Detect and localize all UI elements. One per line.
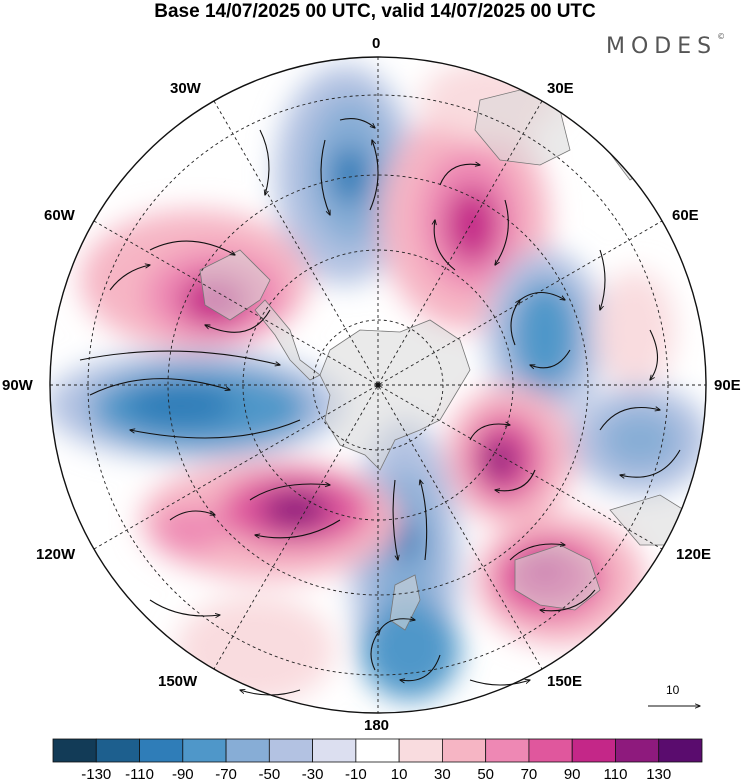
colorbar-swatch <box>571 738 616 763</box>
colorbar-swatch <box>398 738 443 763</box>
colorbar-tick-label: -50 <box>258 766 281 783</box>
lon-label-150w: 150W <box>158 673 198 690</box>
colorbar-tick-label: 90 <box>563 766 581 783</box>
map-boundary <box>49 56 707 714</box>
colorbar-swatch <box>268 738 314 763</box>
lon-label-120e: 120E <box>676 546 712 563</box>
colorbar-swatch <box>485 738 530 763</box>
colorbar <box>52 738 703 763</box>
colorbar-swatch <box>658 738 703 763</box>
colorbar-swatch <box>52 738 97 763</box>
colorbar-swatch <box>95 738 140 763</box>
colorbar-tick-label: 10 <box>390 766 408 783</box>
brand-text: MODES <box>606 34 718 59</box>
colorbar-tick-label: 110 <box>603 766 628 783</box>
brand-mark: © <box>717 32 726 41</box>
colorbar-tick-label: 30 <box>434 766 451 783</box>
colorbar-swatch <box>441 738 487 763</box>
lon-label-0: 0 <box>372 35 381 52</box>
lon-label-90w: 90W <box>2 377 33 394</box>
lon-label-60w: 60W <box>44 207 75 224</box>
pole-dot <box>375 382 381 388</box>
map-disc <box>50 57 706 713</box>
plot-title: Base 14/07/2025 00 UTC, valid 14/07/2025… <box>154 1 596 22</box>
lon-label-180: 180 <box>364 717 390 734</box>
brand-logo: MODES© <box>606 32 726 59</box>
colorbar-swatch <box>312 738 357 763</box>
lon-label-150e: 150E <box>547 673 583 690</box>
lon-label-30w: 30W <box>170 80 201 97</box>
colorbar-swatch <box>139 738 184 763</box>
lon-label-120w: 120W <box>36 546 76 563</box>
colorbar-tick-label: -130 <box>81 766 112 783</box>
lon-label-60e: 60E <box>672 207 699 224</box>
colorbar-swatch <box>615 738 660 763</box>
colorbar-swatch <box>528 738 573 763</box>
colorbar-tick-label: -30 <box>301 766 324 783</box>
colorbar-tick-label: -10 <box>345 766 367 783</box>
colorbar-swatch <box>182 738 227 763</box>
anomaly-shading <box>50 60 706 705</box>
lon-label-90e: 90E <box>714 377 741 394</box>
colorbar-tick-label: -90 <box>171 766 194 783</box>
colorbar-tick-label: -110 <box>125 766 154 783</box>
vector-key-label: 10 <box>666 683 680 697</box>
colorbar-tick-label: 70 <box>520 766 538 783</box>
colorbar-swatch <box>355 738 400 763</box>
colorbar-swatch <box>225 738 270 763</box>
colorbar-tick-label: 130 <box>646 766 672 783</box>
colorbar-tick-label: -70 <box>215 766 237 783</box>
colorbar-tick-label: 50 <box>477 766 494 783</box>
lon-label-30e: 30E <box>547 80 574 97</box>
wind-vectors <box>79 118 681 696</box>
